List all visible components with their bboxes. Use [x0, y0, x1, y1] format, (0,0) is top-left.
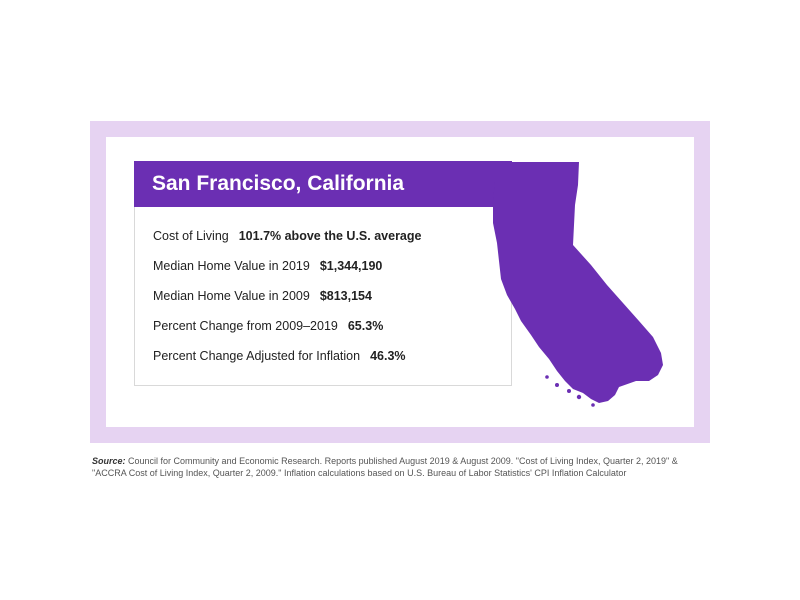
stat-label: Median Home Value in 2019 [153, 259, 310, 273]
stat-label: Cost of Living [153, 229, 229, 243]
stat-row: Cost of Living 101.7% above the U.S. ave… [153, 221, 495, 251]
stat-value: 65.3% [348, 319, 383, 333]
stat-value: 46.3% [370, 349, 405, 363]
state-map [461, 159, 676, 409]
source-citation: Source: Council for Community and Econom… [90, 451, 710, 479]
infographic-frame: San Francisco, California Cost of Living… [90, 121, 710, 443]
source-prefix: Source: [92, 456, 126, 466]
stat-row: Median Home Value in 2019 $1,344,190 [153, 251, 495, 281]
source-text: Council for Community and Economic Resea… [92, 456, 678, 478]
title-bar: San Francisco, California [134, 161, 512, 207]
island-dot [577, 395, 581, 399]
stat-value: $1,344,190 [320, 259, 383, 273]
title-text: San Francisco, California [152, 172, 404, 195]
stats-box: Cost of Living 101.7% above the U.S. ave… [134, 207, 512, 386]
island-dot [567, 389, 571, 393]
stat-row: Median Home Value in 2009 $813,154 [153, 281, 495, 311]
island-dot [591, 403, 595, 407]
california-path [493, 162, 663, 403]
stat-value: $813,154 [320, 289, 372, 303]
stat-label: Median Home Value in 2009 [153, 289, 310, 303]
stat-label: Percent Change from 2009–2019 [153, 319, 338, 333]
stat-row: Percent Change Adjusted for Inflation 46… [153, 341, 495, 371]
island-dot [545, 375, 549, 379]
island-dot [555, 383, 559, 387]
california-shape-icon [461, 159, 676, 409]
stat-value: 101.7% above the U.S. average [239, 229, 422, 243]
infographic-panel: San Francisco, California Cost of Living… [106, 137, 694, 427]
stat-row: Percent Change from 2009–2019 65.3% [153, 311, 495, 341]
stat-label: Percent Change Adjusted for Inflation [153, 349, 360, 363]
